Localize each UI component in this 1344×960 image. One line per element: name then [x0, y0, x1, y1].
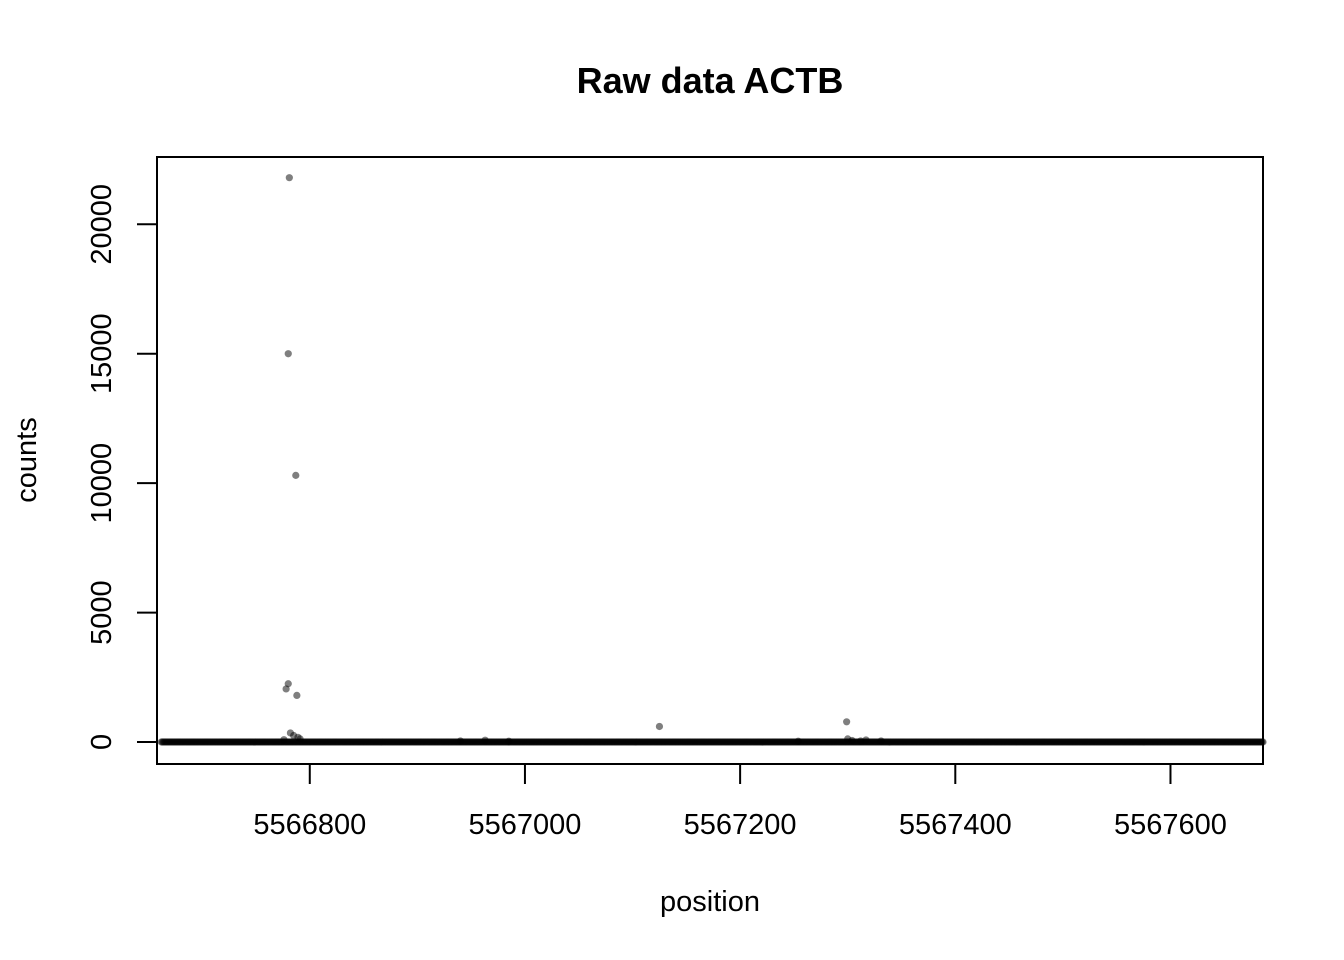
data-point	[862, 736, 870, 744]
data-point	[843, 718, 851, 726]
data-point	[848, 736, 856, 745]
x-tick-label: 5567200	[684, 809, 797, 841]
data-point	[285, 174, 293, 182]
y-tick-label: 15000	[86, 313, 118, 394]
data-point	[1259, 738, 1267, 746]
data-point	[456, 737, 464, 745]
data-point	[505, 737, 513, 745]
data-points	[157, 174, 1267, 746]
data-point	[857, 737, 865, 745]
data-point	[794, 737, 802, 745]
y-tick-label: 20000	[86, 184, 118, 265]
y-tick-label: 0	[86, 734, 118, 750]
x-axis: 5566800 5567000 5567200 5567400 5567600	[253, 763, 1227, 841]
data-point	[481, 736, 489, 744]
y-tick-label: 5000	[86, 580, 118, 645]
data-point	[284, 350, 292, 358]
data-point	[655, 722, 664, 731]
data-point	[877, 737, 885, 745]
data-point	[296, 735, 304, 743]
plot-frame	[156, 156, 1264, 765]
data-point	[280, 736, 288, 744]
x-axis-label: position	[660, 886, 760, 918]
data-point	[293, 691, 301, 700]
chart-title: Raw data ACTB	[577, 60, 844, 101]
x-tick-label: 5566800	[253, 809, 366, 841]
data-point	[282, 685, 290, 693]
x-tick-label: 5567000	[468, 809, 581, 841]
y-axis-label: counts	[11, 417, 43, 502]
y-tick-label: 10000	[86, 443, 118, 524]
x-tick-label: 5567600	[1114, 809, 1227, 841]
data-point	[292, 471, 300, 479]
x-tick-label: 5567400	[899, 809, 1012, 841]
y-axis: 0 5000 10000 15000 20000	[86, 184, 158, 750]
